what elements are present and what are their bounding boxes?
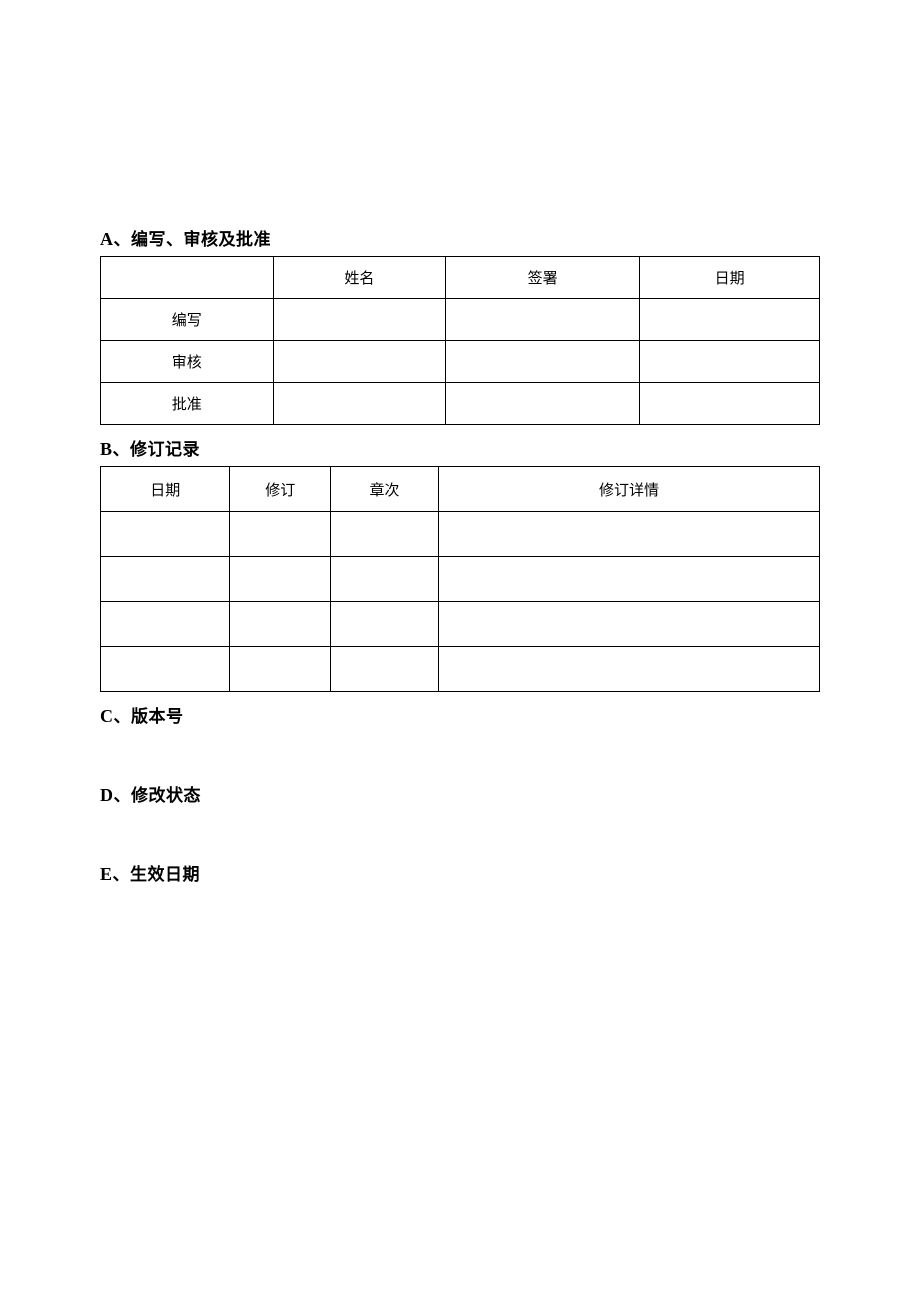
section-d-text: 、修改状态: [114, 786, 202, 805]
table-cell: [640, 341, 820, 383]
section-c-spacer: [100, 733, 820, 781]
table-cell: [230, 602, 331, 647]
table-cell: [438, 647, 819, 692]
table-cell: [331, 647, 439, 692]
table-authoring: 姓名 签署 日期 编写 审核 批准: [100, 256, 820, 425]
table-revision: 日期 修订 章次 修订详情: [100, 466, 820, 692]
table-row: 编写: [101, 299, 820, 341]
section-a-heading: A、编写、审核及批准: [100, 225, 820, 250]
section-c-text: 、版本号: [114, 707, 184, 726]
table-cell: [446, 341, 640, 383]
section-a-letter: A: [100, 229, 114, 249]
table-cell: [446, 383, 640, 425]
table-header-cell: 日期: [101, 467, 230, 512]
table-row: [101, 512, 820, 557]
table-header-cell: [101, 257, 274, 299]
table-cell: [101, 602, 230, 647]
table-row: 姓名 签署 日期: [101, 257, 820, 299]
section-e-letter: E: [100, 864, 113, 884]
table-cell: [331, 512, 439, 557]
table-cell: [101, 512, 230, 557]
table-row: 批准: [101, 383, 820, 425]
table-cell: [101, 647, 230, 692]
table-cell: [438, 602, 819, 647]
section-b-heading: B、修订记录: [100, 435, 820, 460]
table-cell: 批准: [101, 383, 274, 425]
table-cell: 编写: [101, 299, 274, 341]
section-c-letter: C: [100, 706, 114, 726]
table-header-cell: 签署: [446, 257, 640, 299]
table-row: [101, 557, 820, 602]
table-header-cell: 姓名: [273, 257, 446, 299]
table-cell: [331, 602, 439, 647]
table-row: 日期 修订 章次 修订详情: [101, 467, 820, 512]
table-row: 审核: [101, 341, 820, 383]
table-cell: [230, 647, 331, 692]
table-cell: [273, 299, 446, 341]
table-cell: 审核: [101, 341, 274, 383]
table-cell: [331, 557, 439, 602]
table-cell: [640, 383, 820, 425]
table-cell: [101, 557, 230, 602]
table-cell: [446, 299, 640, 341]
section-c-heading: C、版本号: [100, 702, 820, 727]
section-b-text: 、修订记录: [113, 440, 201, 459]
table-cell: [230, 512, 331, 557]
section-a-text: 、编写、审核及批准: [114, 230, 272, 249]
table-header-cell: 章次: [331, 467, 439, 512]
table-header-cell: 修订: [230, 467, 331, 512]
table-cell: [640, 299, 820, 341]
table-header-cell: 修订详情: [438, 467, 819, 512]
table-cell: [273, 383, 446, 425]
table-cell: [230, 557, 331, 602]
section-e-text: 、生效日期: [113, 865, 201, 884]
section-d-letter: D: [100, 785, 114, 805]
table-header-cell: 日期: [640, 257, 820, 299]
table-row: [101, 647, 820, 692]
table-cell: [438, 512, 819, 557]
section-b-letter: B: [100, 439, 113, 459]
section-e-heading: E、生效日期: [100, 860, 820, 885]
section-d-spacer: [100, 812, 820, 860]
table-cell: [438, 557, 819, 602]
table-cell: [273, 341, 446, 383]
section-d-heading: D、修改状态: [100, 781, 820, 806]
table-row: [101, 602, 820, 647]
